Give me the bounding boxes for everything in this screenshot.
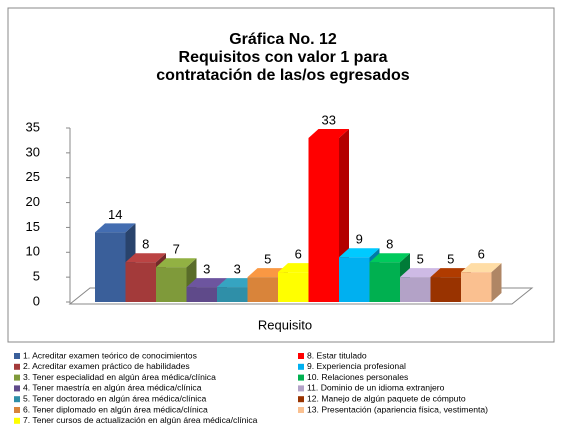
legend-label: 7. Tener cursos de actualización en algú…	[23, 415, 258, 425]
legend-swatch	[298, 396, 304, 403]
bar	[278, 272, 309, 302]
data-label: 14	[108, 207, 122, 222]
chart-title: Requisitos con valor 1 para	[179, 49, 388, 66]
legend-label: 5. Tener doctorado en algún área médica/…	[23, 393, 207, 403]
data-label: 6	[478, 247, 485, 262]
bar	[95, 232, 126, 302]
legend-swatch	[298, 374, 304, 381]
legend-swatch	[298, 363, 304, 370]
y-tick-label: 25	[26, 169, 40, 184]
bar-top	[186, 278, 227, 288]
legend-swatch	[14, 374, 20, 381]
chart-title: Gráfica No. 12	[229, 31, 337, 48]
x-axis-label: Requisito	[258, 317, 312, 332]
bar-top	[461, 263, 502, 273]
legend-label: 9. Experiencia profesional	[307, 361, 406, 371]
data-label: 3	[203, 262, 210, 277]
bar	[217, 287, 248, 302]
bar-top	[339, 248, 380, 258]
bar	[125, 262, 156, 302]
y-tick-label: 30	[26, 144, 40, 159]
data-label: 5	[417, 252, 424, 267]
legend-label: 4. Tener maestría en algún área médica/c…	[23, 383, 202, 393]
bar-top	[400, 268, 441, 278]
data-label: 5	[264, 252, 271, 267]
bar	[369, 262, 400, 302]
data-label: 3	[234, 262, 241, 277]
legend-label: 2. Acreditar examen práctico de habilida…	[23, 361, 190, 371]
bar-side	[491, 263, 502, 302]
bar-top	[217, 278, 258, 288]
bar-top	[430, 268, 471, 278]
legend-swatch	[14, 385, 20, 392]
bar-top	[278, 263, 319, 273]
legend-swatch	[298, 385, 304, 392]
bar	[400, 277, 431, 302]
legend-swatch	[14, 396, 20, 403]
chart-title: contratación de las/os egresados	[156, 67, 410, 84]
bar	[247, 277, 278, 302]
legend-swatch	[14, 407, 20, 413]
bar-top	[125, 253, 166, 263]
bar-top	[369, 253, 410, 263]
bar-top	[247, 268, 288, 278]
data-label: 5	[447, 252, 454, 267]
legend-swatch	[298, 353, 304, 359]
data-label: 8	[386, 237, 393, 252]
bar-top	[308, 128, 349, 138]
data-label: 8	[142, 237, 149, 252]
y-tick-label: 20	[26, 194, 40, 209]
y-tick-label: 0	[33, 293, 40, 308]
bar-top	[95, 223, 136, 233]
legend-swatch	[14, 353, 20, 359]
y-tick-label: 5	[33, 269, 40, 284]
legend-label: 10. Relaciones personales	[307, 372, 408, 382]
bar	[339, 257, 370, 302]
legend-label: 11. Dominio de un idioma extranjero	[307, 383, 445, 393]
data-label: 33	[322, 112, 336, 127]
bar-top	[156, 258, 197, 268]
legend-label: 12. Manejo de algún paquete de cómputo	[307, 393, 466, 403]
y-tick-label: 15	[26, 219, 40, 234]
legend-label: 8. Estar titulado	[307, 350, 367, 360]
legend-label: 1. Acreditar examen teórico de conocimie…	[23, 350, 197, 360]
legend-swatch	[298, 407, 304, 413]
bar	[308, 137, 339, 302]
legend-swatch	[14, 417, 20, 424]
y-tick-label: 10	[26, 244, 40, 259]
data-label: 7	[173, 242, 180, 257]
legend-label: 6. Tener diplomado en algún área médica/…	[23, 404, 208, 414]
data-label: 6	[295, 247, 302, 262]
bar	[156, 267, 187, 302]
data-label: 9	[356, 232, 363, 247]
bar	[430, 277, 461, 302]
legend-label: 3. Tener especialidad en algún área médi…	[23, 372, 216, 382]
bar	[461, 272, 492, 302]
legend-swatch	[14, 363, 20, 370]
bar	[186, 287, 217, 302]
legend-label: 13. Presentación (apariencia física, ves…	[307, 404, 488, 414]
y-tick-label: 35	[26, 119, 40, 134]
